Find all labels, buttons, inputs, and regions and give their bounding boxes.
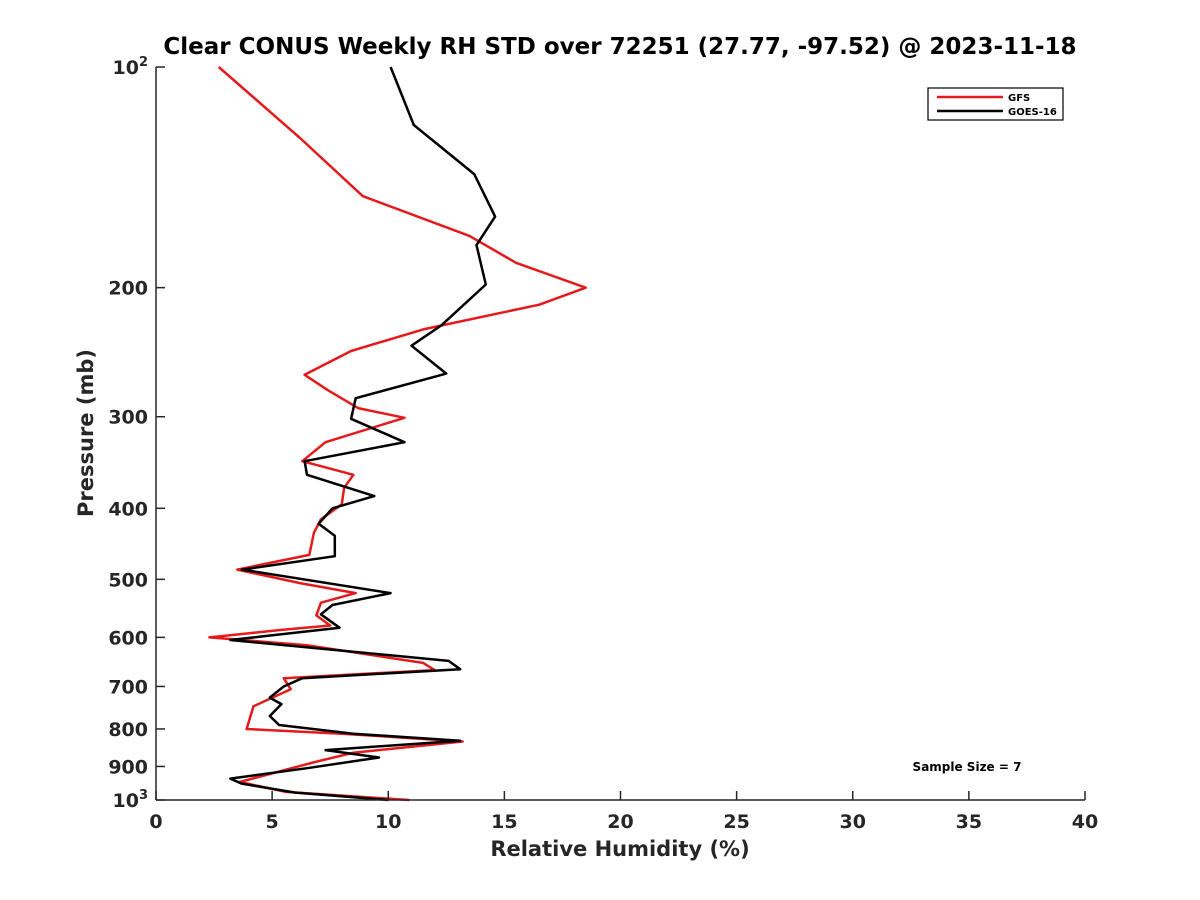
x-axis-ticks: 0 5 10 15 20 25 30 35 40 [149,791,1098,833]
legend: GFS GOES-16 [927,87,1064,121]
x-tick-label: 30 [840,811,866,833]
x-tick-label: 25 [723,811,749,833]
legend-label-gfs: GFS [1008,93,1030,104]
series-line-goes16 [229,66,497,802]
sample-size-annotation: Sample Size = 7 [913,760,1022,774]
x-tick-label: 20 [607,811,633,833]
x-tick-label: 15 [491,811,517,833]
x-tick-label: 10 [375,811,401,833]
y-tick-label-base: 10 [113,57,139,79]
y-tick-label: 800 [108,719,148,741]
y-tick-label: 200 [108,278,148,300]
y-tick-label: 700 [108,676,148,698]
y-tick-label-base: 10 [113,790,139,812]
x-tick-label: 5 [266,811,279,833]
series-line-gfs [208,66,587,802]
y-tick-label-exponent: 2 [139,55,148,70]
series-layer [208,66,587,802]
legend-box [927,87,1064,121]
plot-area [156,67,1085,800]
x-tick-label: 0 [149,811,162,833]
y-tick-label: 400 [108,498,148,520]
y-tick-label: 102 [113,55,149,79]
legend-label-goes16: GOES-16 [1008,107,1057,118]
y-tick-label: 600 [108,627,148,649]
y-tick-label: 103 [113,788,149,812]
y-tick-label: 300 [108,407,148,429]
x-axis-label: Relative Humidity (%) [490,837,749,861]
x-tick-label: 40 [1072,811,1098,833]
y-tick-label: 500 [108,569,148,591]
y-tick-label: 900 [108,756,148,778]
y-tick-label-exponent: 3 [139,788,148,803]
y-axis-label: Pressure (mb) [74,349,98,517]
x-tick-label: 35 [956,811,982,833]
chart-title: Clear CONUS Weekly RH STD over 72251 (27… [163,34,1076,60]
